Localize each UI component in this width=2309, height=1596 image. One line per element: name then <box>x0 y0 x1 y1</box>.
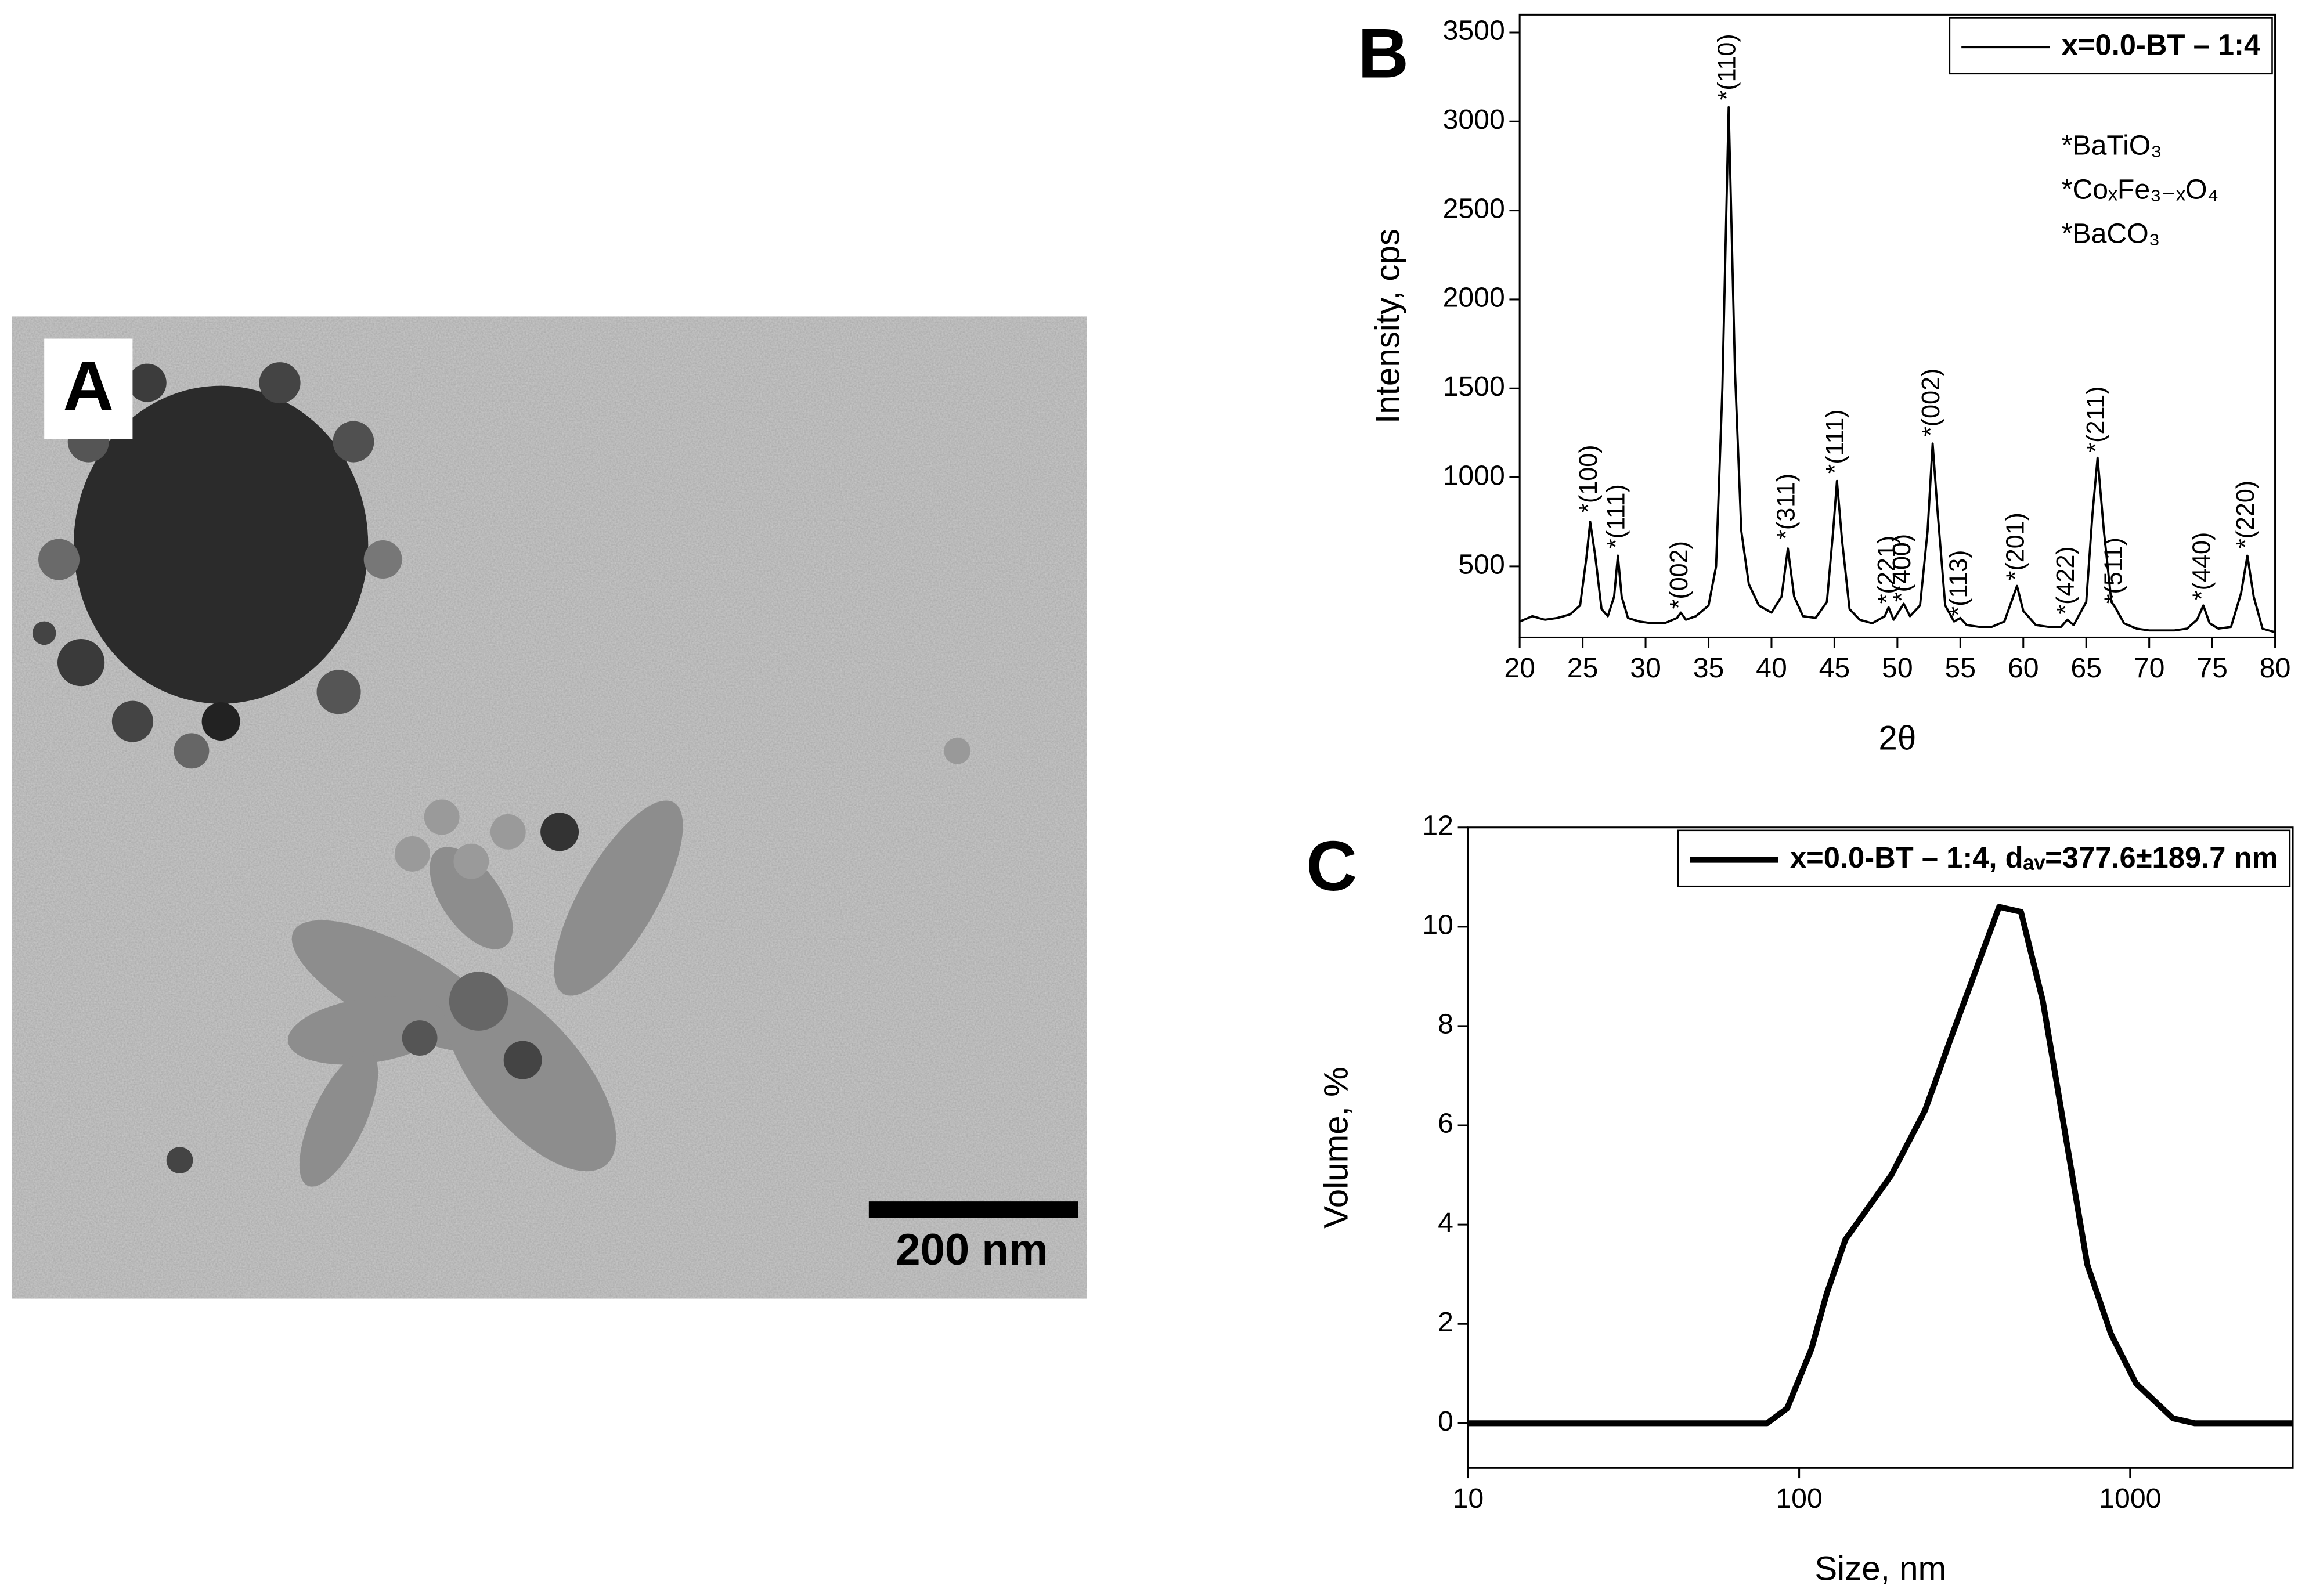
peak-label: *(201) <box>2001 512 2029 580</box>
peak-label: *(002) <box>1917 369 1945 436</box>
y-tick-label: 6 <box>1438 1108 1453 1139</box>
x-tick-label: 25 <box>1567 652 1599 684</box>
y-tick-label: 3000 <box>1443 104 1505 135</box>
y-tick-label: 2500 <box>1443 193 1505 224</box>
y-tick-label: 500 <box>1458 549 1505 580</box>
legend-box <box>1949 17 2273 75</box>
peak-label: *(511) <box>2100 537 2128 604</box>
phase-legend-label: *BaCO₃ <box>2062 218 2160 250</box>
peak-label: *(111) <box>1603 484 1630 548</box>
scale-bar-label: 200 nm <box>896 1225 1048 1274</box>
x-axis-label: Size, nm <box>1814 1550 1946 1587</box>
data-line <box>1519 106 2276 634</box>
legend-label: x=0.0-BT – 1:4 <box>2062 28 2261 62</box>
peak-label: *(400) <box>1888 534 1916 602</box>
peak-label: *(002) <box>1665 541 1693 609</box>
data-line <box>1468 904 2293 1427</box>
y-tick-label: 2 <box>1438 1306 1453 1338</box>
y-tick-label: 2000 <box>1443 282 1505 313</box>
legend-box <box>1677 829 2291 887</box>
peak-label: *(100) <box>1575 445 1603 512</box>
peak-label: *(211) <box>2082 386 2110 452</box>
y-tick-label: 0 <box>1438 1406 1453 1437</box>
y-tick-label: 8 <box>1438 1009 1453 1040</box>
panel-label: A <box>63 346 114 425</box>
phase-legend-label: *BaTiO₃ <box>2062 129 2162 161</box>
particle-rods <box>166 737 970 1187</box>
peak-label: *(111) <box>1821 409 1849 474</box>
peak-label: *(440) <box>2188 532 2216 600</box>
panel-label: C <box>1306 826 1357 905</box>
x-tick-label: 70 <box>2134 652 2165 684</box>
panel-label-box <box>44 338 133 439</box>
y-tick-label: 1000 <box>1443 460 1505 491</box>
x-tick-label: 35 <box>1693 652 1724 684</box>
scale-bar <box>868 1201 1078 1218</box>
x-tick-label: 30 <box>1630 652 1661 684</box>
x-tick-label: 50 <box>1882 652 1913 684</box>
peak-label: *(113) <box>1945 550 1973 616</box>
y-axis-label: Intensity, cps <box>1369 229 1406 424</box>
panel-label: B <box>1358 14 1409 93</box>
x-tick-label: 60 <box>2008 652 2039 684</box>
legend-label: x=0.0-BT – 1:4, dₐᵥ=377.6±189.7 nm <box>1790 841 2278 874</box>
x-tick-label: 45 <box>1819 652 1850 684</box>
peak-label: *(422) <box>2052 546 2080 614</box>
peak-label: *(110) <box>1713 34 1741 100</box>
x-tick-label: 65 <box>2070 652 2102 684</box>
peak-label: *(311) <box>1773 474 1801 540</box>
x-tick-label: 100 <box>1776 1483 1822 1514</box>
x-tick-label: 20 <box>1504 652 1535 684</box>
x-tick-label: 75 <box>2196 652 2228 684</box>
peak-label: *(220) <box>2232 481 2260 548</box>
tem-panel: A 200 nm <box>12 316 1087 1299</box>
x-tick-label: 80 <box>2260 652 2291 684</box>
peak-label: *(221) <box>1873 536 1901 604</box>
y-tick-label: 1500 <box>1443 371 1505 402</box>
phase-legend-label: *CoₓFe₃₋ₓO₄ <box>2062 174 2218 205</box>
x-tick-label: 10 <box>1453 1483 1484 1514</box>
x-axis-label: 2θ <box>1878 719 1916 757</box>
y-tick-label: 4 <box>1438 1207 1453 1238</box>
plot-frame <box>1467 826 2294 1469</box>
x-tick-label: 55 <box>1945 652 1976 684</box>
y-tick-label: 10 <box>1422 909 1453 941</box>
y-axis-label: Volume, % <box>1318 1067 1355 1229</box>
x-tick-label: 40 <box>1756 652 1787 684</box>
y-tick-label: 12 <box>1422 810 1453 841</box>
x-tick-label: 1000 <box>2099 1483 2161 1514</box>
y-tick-label: 3500 <box>1443 15 1505 46</box>
